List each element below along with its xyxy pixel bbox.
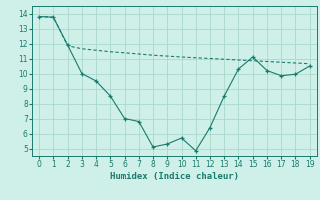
X-axis label: Humidex (Indice chaleur): Humidex (Indice chaleur) xyxy=(110,172,239,181)
